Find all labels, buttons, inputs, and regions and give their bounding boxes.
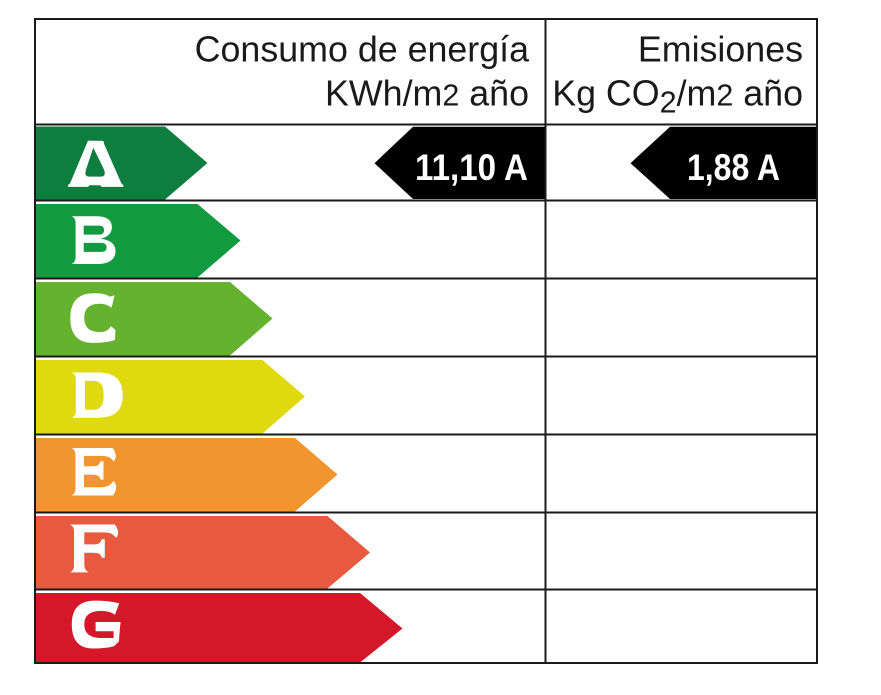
svg-text:11,10 A: 11,10 A bbox=[415, 147, 528, 188]
svg-text:Consumo de energía: Consumo de energía bbox=[195, 30, 529, 70]
svg-text:KWh/m2 año: KWh/m2 año bbox=[325, 74, 529, 114]
svg-text:1,88 A: 1,88 A bbox=[687, 147, 780, 188]
svg-text:Emisiones: Emisiones bbox=[638, 30, 803, 70]
svg-text:Kg CO2/m2 año: Kg CO2/m2 año bbox=[552, 74, 803, 120]
